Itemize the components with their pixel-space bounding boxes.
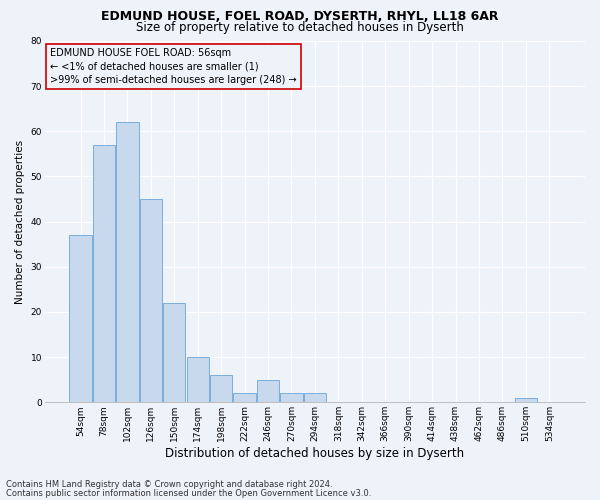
Text: Size of property relative to detached houses in Dyserth: Size of property relative to detached ho… [136,21,464,34]
Bar [210,375,232,402]
Bar [163,303,185,402]
Text: Contains HM Land Registry data © Crown copyright and database right 2024.: Contains HM Land Registry data © Crown c… [6,480,332,489]
Text: Contains public sector information licensed under the Open Government Licence v3: Contains public sector information licen… [6,488,371,498]
Bar [70,235,92,402]
Text: EDMUND HOUSE, FOEL ROAD, DYSERTH, RHYL, LL18 6AR: EDMUND HOUSE, FOEL ROAD, DYSERTH, RHYL, … [101,10,499,23]
Bar [187,357,209,403]
Y-axis label: Number of detached properties: Number of detached properties [15,140,25,304]
Bar [515,398,537,402]
Bar [93,145,115,403]
Bar [280,394,302,402]
Bar [140,199,162,402]
Bar [233,394,256,402]
Bar [304,394,326,402]
Text: EDMUND HOUSE FOEL ROAD: 56sqm
← <1% of detached houses are smaller (1)
>99% of s: EDMUND HOUSE FOEL ROAD: 56sqm ← <1% of d… [50,48,297,84]
Bar [257,380,279,402]
X-axis label: Distribution of detached houses by size in Dyserth: Distribution of detached houses by size … [166,447,464,460]
Bar [116,122,139,402]
